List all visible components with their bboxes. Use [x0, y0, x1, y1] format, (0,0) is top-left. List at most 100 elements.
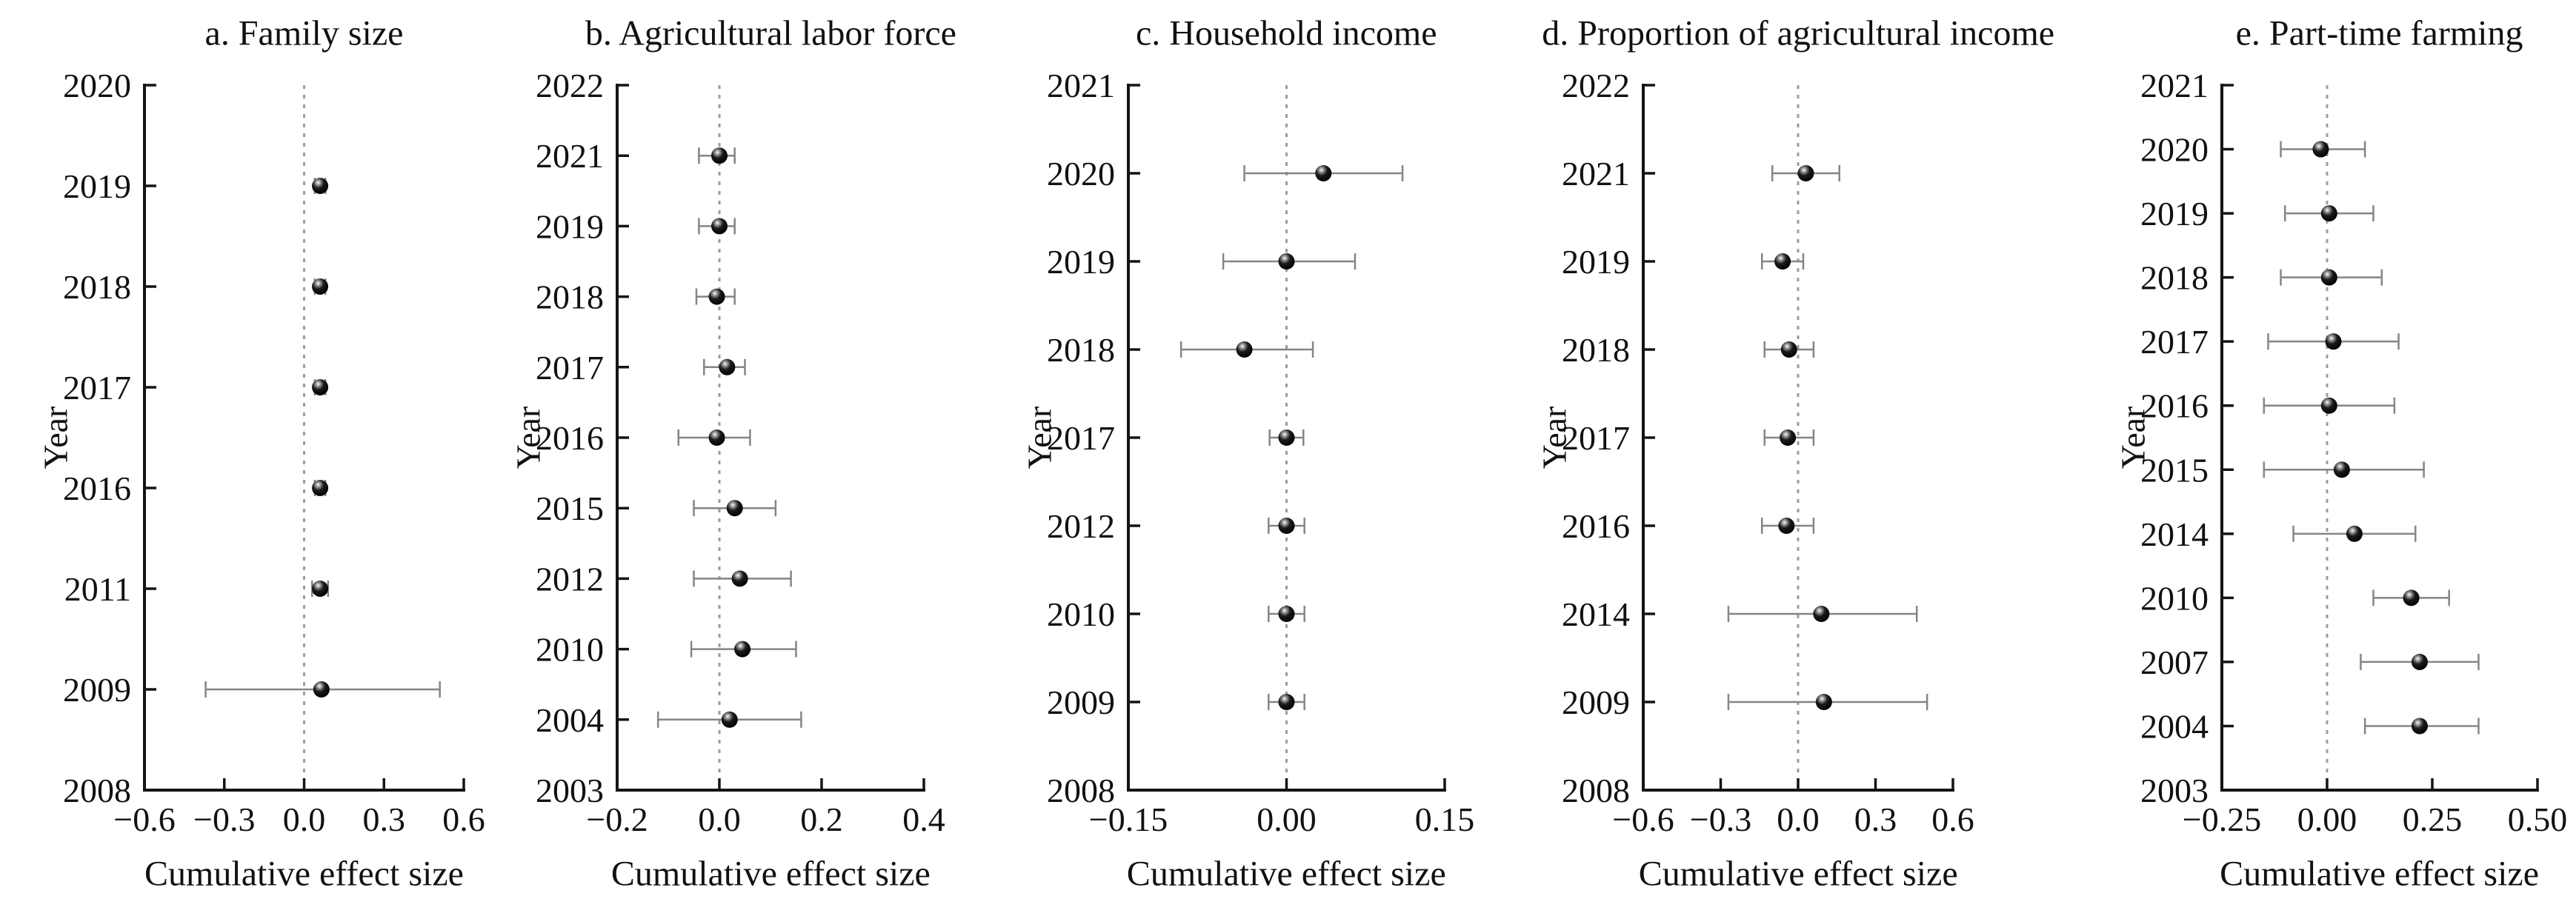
- data-point: [312, 580, 329, 597]
- y-tick-label: 2019: [63, 167, 131, 205]
- data-point: [2333, 461, 2350, 478]
- y-tick-label: 2019: [1562, 243, 1630, 281]
- data-point: [1278, 253, 1295, 270]
- x-tick-label: 0.4: [903, 800, 945, 838]
- y-tick-label: 2010: [2140, 579, 2209, 617]
- y-tick-label: 2021: [1562, 155, 1630, 193]
- forest-plot-proportion-agricultural-income: 2022 2021 2019 2018 2017 2016 2014 2009 2008−0.6…: [1562, 67, 1974, 838]
- data-point: [313, 681, 330, 698]
- data-point: [1780, 341, 1797, 358]
- y-axis-title: Year: [36, 406, 75, 469]
- panel-family-size: a. Family size 2020 2019 2018 2017 2016 2011 2…: [0, 0, 515, 916]
- data-point: [2325, 333, 2342, 350]
- y-tick-label: 2003: [536, 772, 604, 809]
- data-point: [1774, 253, 1791, 270]
- panel-title: b. Agricultural labor force: [585, 13, 956, 53]
- x-axis-title: Cumulative effect size: [1638, 854, 1958, 894]
- y-tick-label: 2019: [536, 207, 604, 245]
- x-axis-title: Cumulative effect size: [1126, 854, 1446, 894]
- y-tick-label: 2021: [2140, 67, 2209, 104]
- data-point: [2320, 397, 2337, 414]
- data-point: [722, 711, 739, 728]
- x-tick-label: −0.25: [2182, 800, 2260, 838]
- data-point: [2411, 653, 2428, 670]
- data-point: [312, 178, 329, 195]
- data-point: [1278, 517, 1295, 534]
- y-tick-label: 2019: [2140, 195, 2209, 233]
- y-tick-label: 2019: [1047, 243, 1115, 281]
- y-tick-label: 2020: [63, 67, 131, 104]
- x-tick-label: −0.6: [113, 800, 175, 838]
- data-point: [1278, 429, 1295, 447]
- y-tick-label: 2014: [1562, 595, 1630, 633]
- panel-title: e. Part-time farming: [2235, 13, 2523, 53]
- panel-title: c. Household income: [1135, 13, 1437, 53]
- data-point: [711, 218, 728, 235]
- forest-plot-household-income: 2021 2020 2019 2018 2017 2012 2010 2009 2008−0.1…: [1047, 67, 1474, 838]
- y-tick-label: 2004: [2140, 707, 2209, 745]
- data-point: [1797, 165, 1814, 182]
- data-point: [312, 379, 329, 396]
- x-tick-label: 0.00: [1257, 800, 1316, 838]
- y-tick-label: 2009: [1047, 683, 1115, 721]
- x-axis-title: Cumulative effect size: [610, 854, 931, 894]
- y-tick-label: 2012: [1047, 507, 1115, 545]
- y-tick-label: 2008: [1047, 772, 1115, 809]
- forest-plot-part-time-farming: 2021 2020 2019 2018 2017 2016 2015 2014 2010 2007…: [2140, 67, 2567, 838]
- y-tick-label: 2020: [1047, 155, 1115, 193]
- y-tick-label: 2015: [2140, 451, 2209, 489]
- x-tick-label: −0.15: [1089, 800, 1168, 838]
- x-tick-label: 0.6: [442, 800, 485, 838]
- x-tick-label: −0.3: [1690, 800, 1751, 838]
- panel-part-time-farming: e. Part-time farming 2021 2020 2019 2018 201…: [2061, 0, 2576, 916]
- data-point: [2403, 589, 2420, 606]
- x-axis-title: Cumulative effect size: [2220, 854, 2540, 894]
- y-tick-label: 2017: [1047, 419, 1115, 457]
- x-tick-label: 0.15: [1415, 800, 1474, 838]
- y-tick-label: 2021: [1047, 67, 1115, 104]
- y-tick-label: 2003: [2140, 772, 2209, 809]
- y-tick-label: 2018: [2140, 259, 2209, 297]
- x-tick-label: 0.6: [1931, 800, 1974, 838]
- data-point: [2320, 269, 2337, 286]
- data-point: [708, 288, 725, 305]
- y-tick-label: 2016: [63, 469, 131, 507]
- y-axis-title: Year: [509, 406, 548, 469]
- panel-title: d. Proportion of agricultural income: [1542, 13, 2055, 53]
- y-tick-label: 2020: [2140, 131, 2209, 169]
- forest-plot-family-size: 2020 2019 2018 2017 2016 2011 2009 2008−0.6 −0.3…: [63, 67, 485, 838]
- y-tick-label: 2018: [536, 278, 604, 316]
- y-tick-label: 2016: [536, 419, 604, 457]
- x-tick-label: 0.0: [1777, 800, 1819, 838]
- data-point: [2346, 525, 2363, 542]
- x-tick-label: 0.3: [363, 800, 405, 838]
- y-tick-label: 2018: [63, 268, 131, 306]
- y-tick-label: 2022: [536, 67, 604, 104]
- y-tick-label: 2010: [1047, 595, 1115, 633]
- y-tick-label: 2008: [63, 772, 131, 809]
- x-tick-label: 0.25: [2402, 800, 2461, 838]
- y-tick-label: 2015: [536, 489, 604, 527]
- x-tick-label: 0.0: [283, 800, 325, 838]
- data-point: [1278, 605, 1295, 622]
- data-point: [734, 641, 751, 658]
- y-tick-label: 2004: [536, 701, 604, 739]
- x-tick-label: −0.3: [193, 800, 255, 838]
- x-tick-label: 0.00: [2297, 800, 2356, 838]
- y-axis-title: Year: [2114, 406, 2152, 469]
- data-point: [708, 429, 725, 447]
- data-point: [711, 147, 728, 164]
- y-axis-title: Year: [1535, 406, 1574, 469]
- panel-proportion-agricultural-income: d. Proportion of agricultural income 202…: [1536, 0, 2060, 916]
- data-point: [312, 278, 329, 295]
- data-point: [2411, 718, 2428, 735]
- x-tick-label: 0.50: [2507, 800, 2566, 838]
- y-tick-label: 2017: [63, 369, 131, 407]
- y-tick-label: 2009: [1562, 683, 1630, 721]
- y-tick-label: 2018: [1562, 331, 1630, 369]
- data-point: [1813, 605, 1830, 622]
- panel-agricultural-labor-force: b. Agricultural labor force 2022 2021 2019…: [510, 0, 1030, 916]
- y-axis-title: Year: [1020, 406, 1059, 469]
- y-tick-label: 2008: [1562, 772, 1630, 809]
